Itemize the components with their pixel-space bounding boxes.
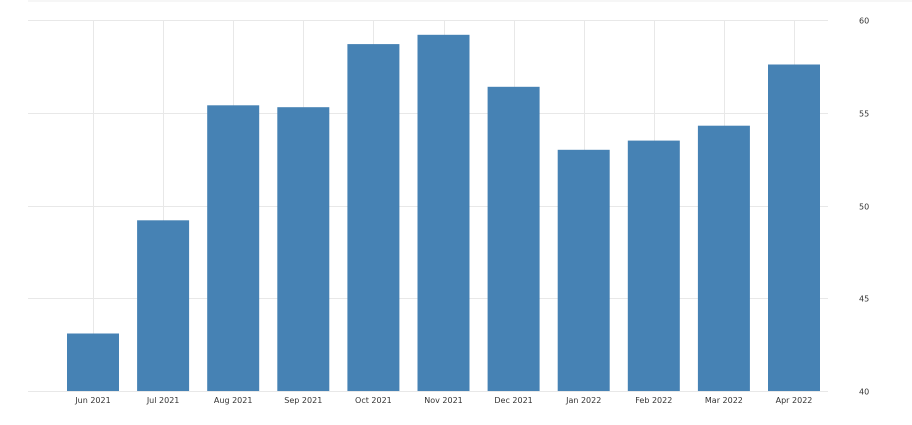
bar-sep-2021[interactable]: [277, 107, 330, 391]
bar-apr-2022[interactable]: [768, 64, 820, 392]
y-tick-label: 55: [859, 110, 869, 119]
bar-dec-2021[interactable]: [487, 86, 540, 392]
x-tick-label: Dec 2021: [494, 396, 532, 405]
y-tick-label: 40: [859, 388, 869, 397]
x-tick-label: Nov 2021: [424, 396, 463, 405]
y-tick-label: 60: [859, 17, 869, 26]
x-tick-label: Jun 2021: [74, 396, 110, 405]
x-tick-label: Mar 2022: [705, 396, 743, 405]
bar-mar-2022[interactable]: [697, 125, 750, 391]
y-tick-label: 50: [859, 203, 869, 212]
bar-oct-2021[interactable]: [347, 44, 400, 391]
x-tick-label: Apr 2022: [776, 396, 813, 405]
y-tick-label: 45: [859, 295, 869, 304]
bar-jul-2021[interactable]: [137, 220, 190, 391]
bar-nov-2021[interactable]: [417, 34, 470, 392]
bar-feb-2022[interactable]: [627, 140, 680, 391]
x-tick-label: Feb 2022: [635, 396, 672, 405]
x-tick-label: Jul 2021: [146, 396, 180, 405]
bar-jan-2022[interactable]: [557, 149, 610, 391]
x-tick-label: Aug 2021: [214, 396, 253, 405]
bar-jun-2021[interactable]: [67, 333, 119, 392]
bar-aug-2021[interactable]: [207, 105, 260, 392]
x-tick-label: Jan 2022: [565, 396, 601, 405]
y-axis-labels: 40 45 50 55 60: [859, 17, 869, 397]
x-axis-labels: Jun 2021 Jul 2021 Aug 2021 Sep 2021 Oct 2021…: [74, 396, 812, 405]
bars: [67, 34, 820, 392]
x-tick-label: Oct 2021: [355, 396, 392, 405]
x-tick-label: Sep 2021: [284, 396, 322, 405]
